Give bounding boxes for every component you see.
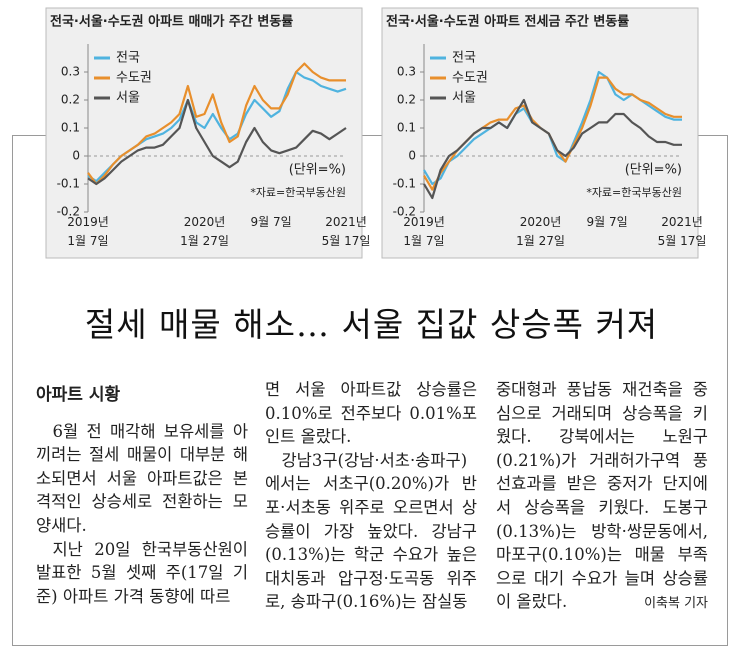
series-line: [87, 98, 347, 186]
article-frame: [12, 135, 728, 646]
y-tick-label: 0.2: [61, 93, 80, 107]
paragraph: 중대형과 풍납동 재건축을 중심으로 거래되며 상승폭을 키웠다. 강북에서는 …: [496, 380, 708, 612]
source-note: *자료=한국부동산원: [250, 186, 346, 199]
series-line: [423, 98, 682, 200]
x-tick-label: 2019년 1월 7일: [67, 215, 109, 248]
column: 중대형과 풍납동 재건축을 중심으로 거래되며 상승폭을 키웠다. 강북에서는 …: [496, 378, 708, 616]
y-tick-label: 0.1: [61, 121, 80, 135]
legend-label: 서울: [116, 91, 140, 106]
byline: 이축복 기자: [644, 595, 708, 611]
paragraph: 면 서울 아파트값 상승률은 0.10%로 전주보다 0.01%포인트 올랐다.: [265, 380, 477, 447]
legend-label: 수도권: [116, 71, 152, 86]
series-line: [87, 62, 346, 186]
y-tick-label: 0: [72, 149, 80, 163]
source-note: *자료=한국부동산원: [586, 186, 682, 199]
column: 면 서울 아파트값 상승률은 0.10%로 전주보다 0.01%포인트 올랐다.…: [265, 378, 477, 614]
legend-label: 서울: [452, 91, 476, 106]
legend-label: 전국: [452, 51, 476, 66]
x-tick-label: 9월 7일: [587, 215, 628, 229]
unit-note: (단위=%): [289, 163, 346, 178]
section-title: 아파트 시황: [36, 385, 121, 405]
y-tick-label: -0.1: [57, 177, 80, 191]
y-tick-label: 0: [408, 149, 416, 163]
y-tick-label: 0.2: [397, 93, 416, 107]
y-tick-label: 0.3: [61, 65, 80, 79]
y-tick-label: 0.3: [397, 65, 416, 79]
unit-note: (단위=%): [625, 163, 682, 178]
y-tick-label: -0.2: [57, 205, 80, 219]
x-tick-label: 9월 7일: [251, 215, 292, 229]
x-tick-label: 2021년 5월 17일: [322, 215, 371, 248]
chart-title: 전국·서울·수도권 아파트 매매가 주간 변동률: [50, 14, 293, 30]
x-tick-label: 2020년 1월 27일: [516, 215, 565, 248]
y-tick-label: -0.2: [393, 205, 416, 219]
y-tick-label: 0.1: [397, 121, 416, 135]
paragraph: 6월 전 매각해 보유세를 아끼려는 절세 매물이 대부분 해소되면서 서울 아…: [36, 421, 248, 535]
chart: 전국·서울·수도권 아파트 전세금 주간 변동률 -0.2 -0.1 0 0.1 0.2 0…: [381, 7, 707, 259]
chart-title: 전국·서울·수도권 아파트 전세금 주간 변동률: [386, 14, 629, 30]
legend-label: 전국: [116, 51, 140, 66]
x-tick-label: 2020년 1월 27일: [180, 215, 229, 248]
column: 아파트 시황 6월 전 매각해 보유세를 아끼려는 절세 매물이 대부분 해소되…: [36, 378, 248, 608]
legend-label: 수도권: [452, 71, 488, 86]
paragraph: 강남3구(강남·서초·송파구)에서는 서초구(0.20%)가 반포·서초동 위주…: [265, 450, 477, 612]
x-tick-label: 2021년 5월 17일: [658, 215, 707, 248]
headline: 절세 매물 해소… 서울 집값 상승폭 커져: [84, 305, 659, 344]
charts: 전국·서울·수도권 아파트 매매가 주간 변동률 -0.2 -0.1 0 0.1 0.2 0…: [45, 7, 707, 259]
y-tick-label: -0.1: [393, 177, 416, 191]
paragraph: 지난 20일 한국부동산원이 발표한 5월 셋째 주(17일 기준) 아파트 가…: [36, 539, 248, 606]
chart: 전국·서울·수도권 아파트 매매가 주간 변동률 -0.2 -0.1 0 0.1 0.2 0…: [45, 7, 371, 259]
x-tick-label: 2019년 1월 7일: [403, 215, 445, 248]
